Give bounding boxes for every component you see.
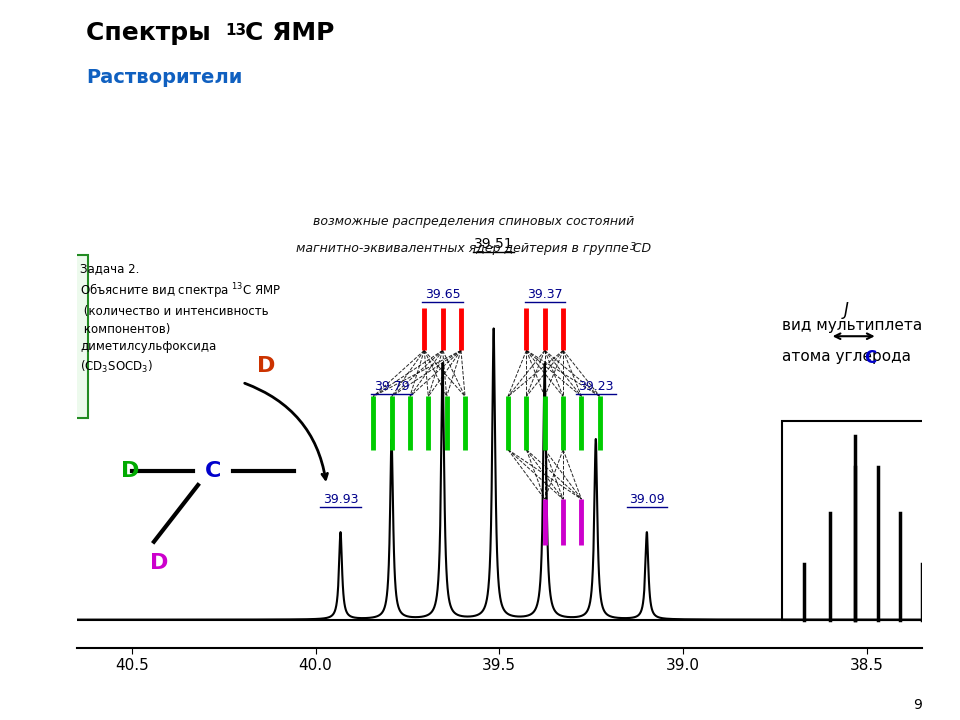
Text: D: D [121, 461, 139, 481]
Text: J: J [844, 300, 849, 318]
Text: 9: 9 [913, 698, 922, 712]
Text: магнитно-эквивалентных ядер дейтерия в группе CD: магнитно-эквивалентных ядер дейтерия в г… [297, 242, 652, 255]
Text: Спектры: Спектры [86, 21, 220, 45]
Text: Растворители: Растворители [86, 68, 243, 87]
Bar [782, 421, 940, 620]
Text: D: D [256, 356, 276, 376]
Text: 39.37: 39.37 [527, 288, 563, 301]
Text: атома углерода: атома углерода [782, 349, 916, 364]
Text: 39.65: 39.65 [425, 288, 461, 301]
Text: 39.09: 39.09 [629, 493, 664, 506]
Text: Задача 2.
Объясните вид спектра $^{13}$С ЯМР
 (количество и интенсивность
 компо: Задача 2. Объясните вид спектра $^{13}$С… [81, 262, 282, 374]
Text: 39.51: 39.51 [474, 237, 514, 251]
Text: C: C [864, 349, 876, 367]
Text: 39.93: 39.93 [323, 493, 358, 506]
Text: 39.79: 39.79 [373, 380, 409, 393]
Text: 13: 13 [226, 22, 247, 37]
Text: вид мультиплета: вид мультиплета [782, 318, 923, 333]
Text: 3: 3 [630, 242, 636, 252]
Text: D: D [151, 553, 169, 573]
Text: возможные распределения спиновых состояний: возможные распределения спиновых состоян… [313, 215, 635, 228]
Text: 39.23: 39.23 [578, 380, 613, 393]
FancyBboxPatch shape [0, 255, 87, 418]
Text: C: C [204, 461, 221, 481]
Text: C ЯМР: C ЯМР [245, 21, 334, 45]
